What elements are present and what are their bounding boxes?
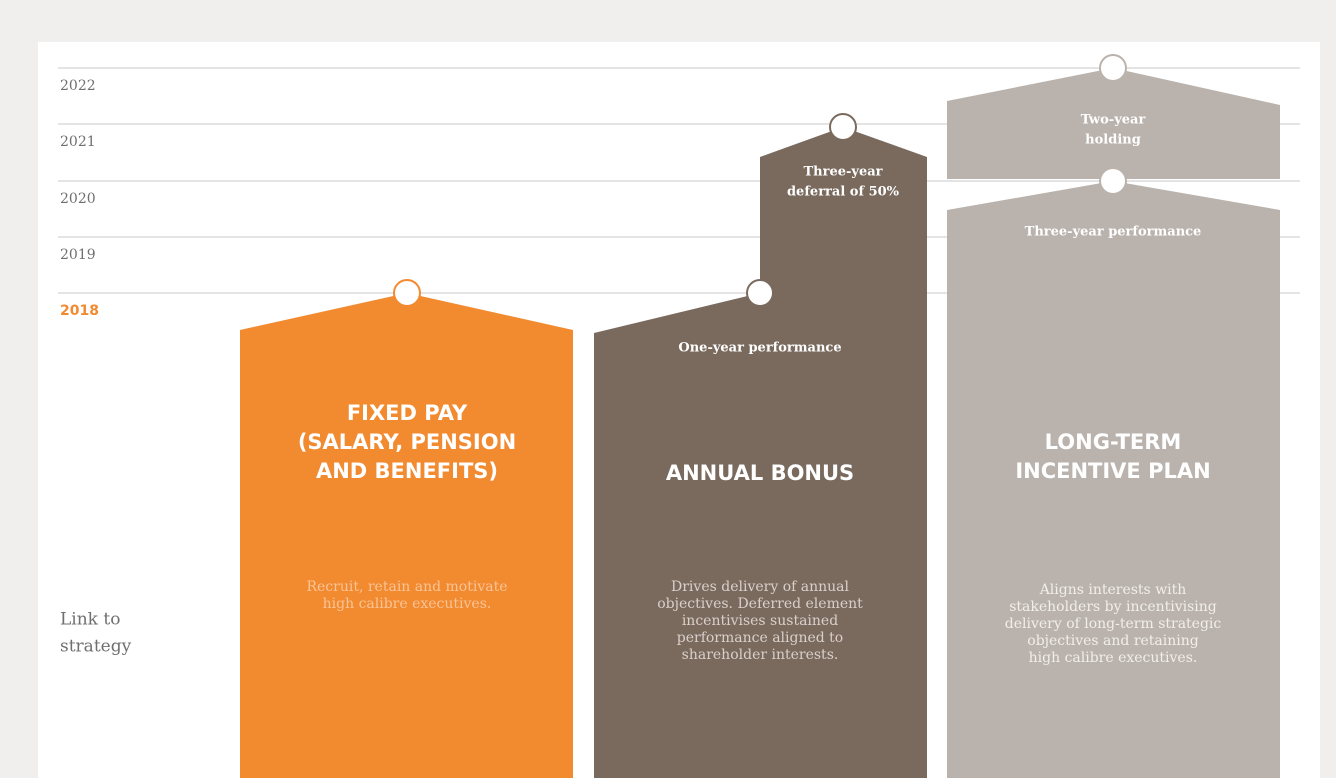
year-lines bbox=[58, 67, 1300, 294]
column-description: objectives and retaining bbox=[1027, 633, 1199, 649]
column-description: shareholder interests. bbox=[682, 647, 839, 663]
milestone bbox=[829, 113, 857, 141]
milestone bbox=[1099, 167, 1127, 195]
ltip-holding-block bbox=[947, 68, 1280, 179]
milestone bbox=[1099, 54, 1127, 82]
column-description: performance aligned to bbox=[677, 630, 844, 646]
column-title: FIXED PAY bbox=[347, 401, 468, 425]
column-description: high calibre executives. bbox=[323, 596, 492, 612]
period-label: Three-year performance bbox=[1025, 225, 1202, 240]
year-label: 2020 bbox=[60, 191, 96, 207]
fixed-pay-column bbox=[240, 293, 573, 778]
column-title: LONG-TERM bbox=[1045, 430, 1182, 454]
column-description: objectives. Deferred element bbox=[657, 596, 863, 612]
year-label: 2021 bbox=[60, 134, 96, 150]
column-description: high calibre executives. bbox=[1029, 650, 1198, 666]
period-label: Three-year bbox=[803, 165, 882, 180]
milestone bbox=[746, 279, 774, 307]
column-description: Recruit, retain and motivate bbox=[306, 579, 507, 595]
period-label: deferral of 50% bbox=[787, 185, 900, 200]
column-description: Aligns interests with bbox=[1039, 582, 1187, 598]
column-description: stakeholders by incentivising bbox=[1009, 599, 1217, 615]
ltip-performance-column bbox=[947, 181, 1280, 778]
column-title: AND BENEFITS) bbox=[316, 459, 498, 483]
year-label: 2019 bbox=[60, 247, 96, 263]
column-title: (SALARY, PENSION bbox=[298, 430, 516, 454]
period-label: Two-year bbox=[1081, 113, 1146, 128]
period-label: One-year performance bbox=[678, 341, 841, 356]
milestone bbox=[393, 279, 421, 307]
side-label: strategy bbox=[60, 637, 132, 657]
side-label: Link to bbox=[60, 610, 120, 630]
column-title: ANNUAL BONUS bbox=[666, 461, 854, 485]
year-label: 2018 bbox=[60, 303, 99, 319]
column-title: INCENTIVE PLAN bbox=[1015, 459, 1210, 483]
period-label: holding bbox=[1085, 133, 1141, 148]
year-label: 2022 bbox=[60, 78, 96, 94]
column-description: incentivises sustained bbox=[682, 613, 838, 629]
column-description: Drives delivery of annual bbox=[671, 579, 849, 595]
annual-bonus-column bbox=[594, 127, 927, 778]
column-description: delivery of long-term strategic bbox=[1005, 616, 1222, 632]
